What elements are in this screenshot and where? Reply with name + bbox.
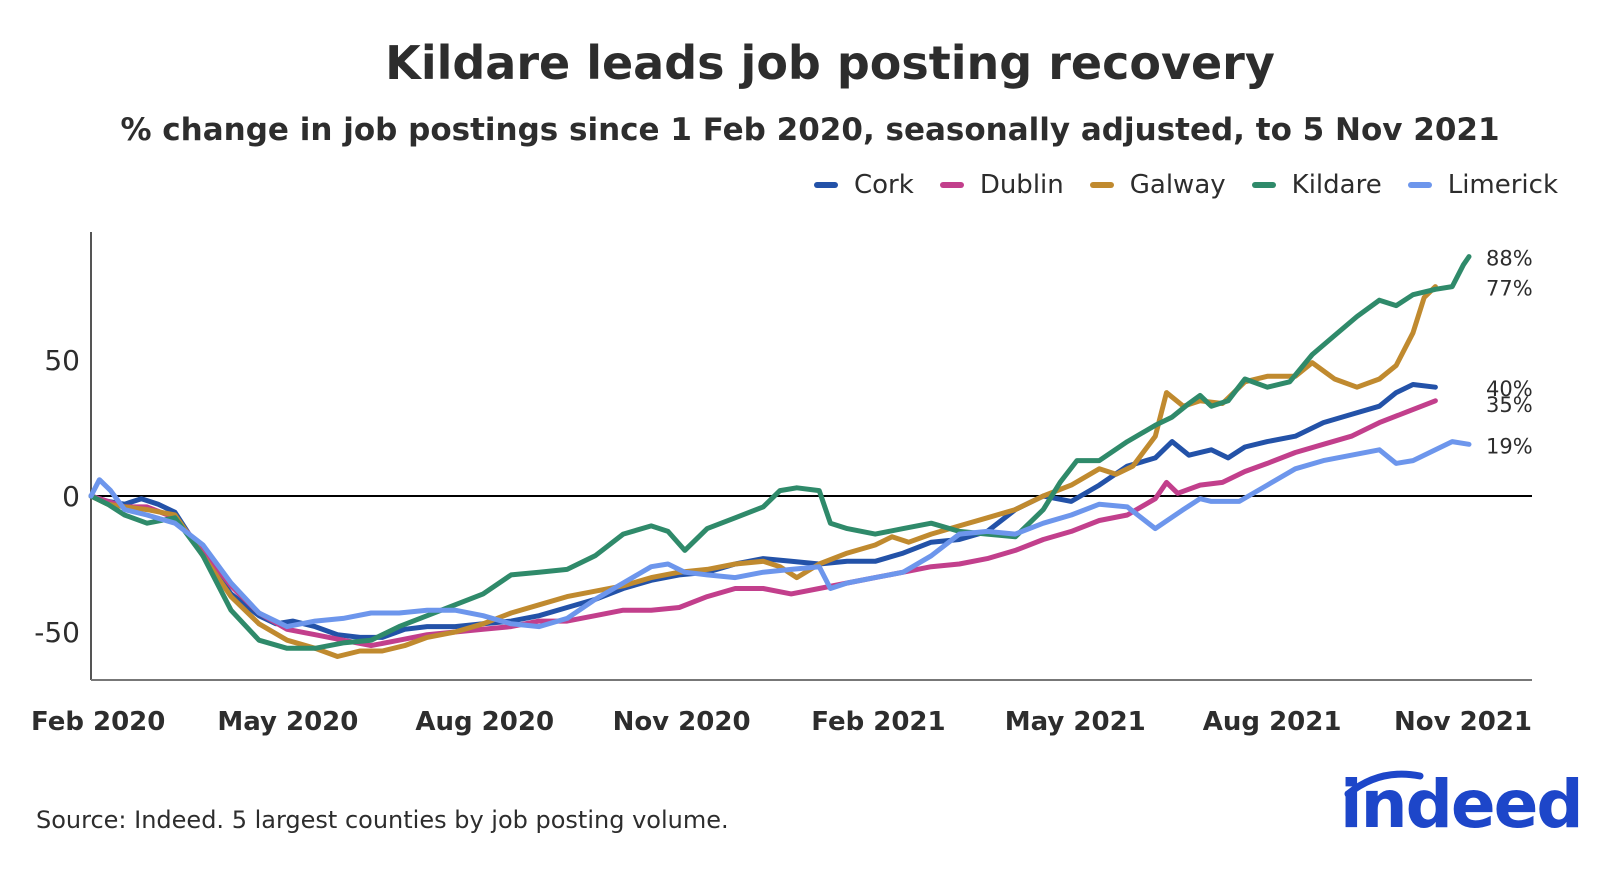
- end-label-limerick: 19%: [1486, 434, 1533, 458]
- series-line-galway: [88, 284, 1438, 659]
- legend-item-cork: Cork: [814, 170, 914, 200]
- series-line-dublin: [88, 398, 1438, 649]
- x-tick-label: May 2020: [217, 707, 358, 737]
- indeed-logo: indeed: [1340, 764, 1584, 844]
- y-tick-label: -50: [34, 616, 80, 649]
- x-tick-label: May 2021: [1005, 707, 1146, 737]
- legend-swatch-kildare: [1251, 182, 1276, 188]
- y-tick-label: 50: [44, 344, 80, 377]
- legend-label-galway: Galway: [1129, 170, 1226, 200]
- legend-label-cork: Cork: [854, 170, 914, 200]
- legend-swatch-cork: [814, 182, 838, 188]
- legend-label-kildare: Kildare: [1291, 170, 1382, 200]
- x-tick-label: Feb 2021: [811, 707, 945, 737]
- legend-item-dublin: Dublin: [939, 170, 1064, 200]
- x-tick-label: Aug 2020: [415, 707, 554, 737]
- end-label-dublin: 35%: [1486, 393, 1533, 417]
- end-label-kildare: 88%: [1486, 247, 1533, 271]
- series-line-limerick: [88, 439, 1472, 630]
- end-label-cork: 40%: [1486, 377, 1533, 401]
- logo-arc-icon: [1344, 770, 1424, 798]
- legend-label-limerick: Limerick: [1447, 170, 1558, 200]
- end-label-galway: 77%: [1486, 277, 1533, 301]
- chart-title: Kildare leads job posting recovery: [385, 36, 1275, 90]
- legend-swatch-galway: [1089, 182, 1114, 188]
- legend-item-kildare: Kildare: [1251, 170, 1382, 200]
- chart-subtitle: % change in job postings since 1 Feb 202…: [120, 112, 1500, 148]
- legend-item-galway: Galway: [1089, 170, 1226, 200]
- x-tick-label: Nov 2021: [1394, 707, 1532, 737]
- series-line-kildare: [88, 254, 1472, 651]
- x-tick-label: Feb 2020: [31, 707, 165, 737]
- y-tick-label: 0: [62, 480, 80, 513]
- series-line-cork: [88, 382, 1438, 640]
- source-note: Source: Indeed. 5 largest counties by jo…: [36, 806, 729, 834]
- logo-text: indeed: [1340, 766, 1584, 843]
- x-tick-label: Aug 2021: [1203, 707, 1342, 737]
- legend-item-limerick: Limerick: [1407, 170, 1558, 200]
- legend-swatch-limerick: [1407, 182, 1432, 188]
- legend-label-dublin: Dublin: [979, 170, 1064, 200]
- legend: Cork Dublin Galway Kildare Limerick: [788, 170, 1558, 200]
- x-tick-label: Nov 2020: [613, 707, 751, 737]
- legend-swatch-dublin: [939, 182, 964, 188]
